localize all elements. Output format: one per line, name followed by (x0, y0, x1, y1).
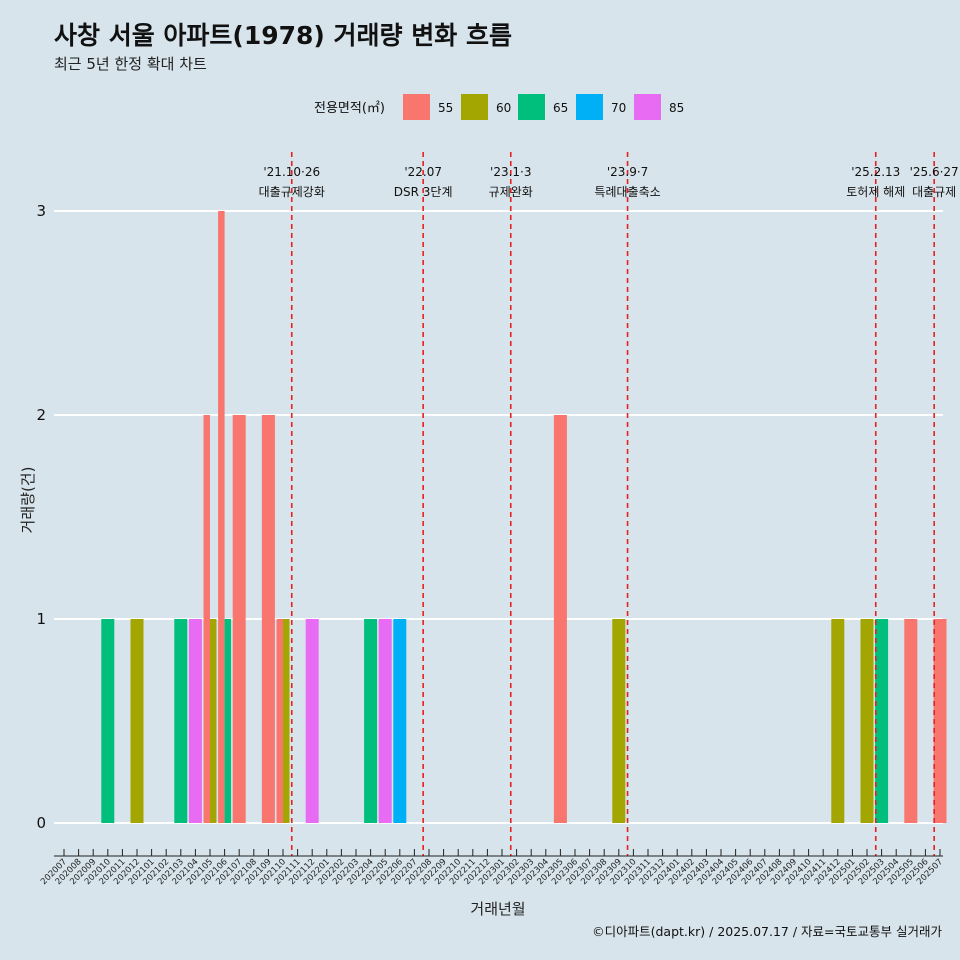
x-axis: 2020072020082020092020102020112020122021… (39, 849, 945, 887)
bar-202204-65 (364, 619, 378, 823)
chart-subtitle: 최근 5년 한정 확대 차트 (54, 55, 207, 73)
bar-202105-55 (203, 415, 210, 823)
bar-202505-55 (904, 619, 918, 823)
caption: ©디아파트(dapt.kr) / 2025.07.17 / 자료=국토교통부 실… (592, 924, 942, 939)
event-label-4: 토허제 해제 (846, 185, 905, 199)
bar-202010-65 (101, 619, 115, 823)
bar-202206-70 (393, 619, 407, 823)
event-label-0: 대출규제강화 (259, 185, 325, 199)
legend-key-70 (576, 94, 603, 120)
y-tick-3: 3 (36, 202, 46, 220)
bar-202012-60 (130, 619, 144, 823)
bar-202503-65 (875, 619, 889, 823)
bar-202104-85 (188, 619, 202, 823)
bar-202110-60 (283, 619, 290, 823)
event-label-2: 규제완화 (489, 185, 533, 199)
legend-title: 전용면적(㎡) (314, 101, 385, 116)
legend-key-55 (403, 94, 430, 120)
bar-202412-60 (831, 619, 845, 823)
event-date-5: '25.6·27 (910, 165, 959, 179)
legend-label-60: 60 (496, 101, 511, 115)
bar-202109-55 (261, 415, 275, 823)
legend-label-55: 55 (438, 101, 453, 115)
bar-202305-55 (553, 415, 567, 823)
legend-key-85 (634, 94, 661, 120)
event-label-3: 특례대출축소 (594, 185, 660, 199)
event-date-0: '21.10·26 (263, 165, 320, 179)
bar-202502-60 (860, 619, 874, 823)
bars (101, 211, 947, 823)
event-label-5: 대출규제 (912, 185, 956, 199)
legend: 전용면적(㎡) 55 60 65 70 85 (314, 94, 684, 120)
grid (54, 210, 943, 824)
y-tick-0: 0 (36, 814, 46, 832)
event-label-1: DSR 3단계 (394, 185, 453, 199)
y-axis-title: 거래량(건) (19, 467, 37, 534)
legend-label-70: 70 (611, 101, 626, 115)
legend-key-60 (461, 94, 488, 120)
bar-202106-65 (224, 619, 232, 823)
bar-202106-55 (218, 211, 225, 823)
bar-202112-85 (305, 619, 319, 823)
legend-label-65: 65 (553, 101, 568, 115)
bar-202110-55 (276, 619, 283, 823)
legend-key-65 (518, 94, 545, 120)
event-date-2: '23.1·3 (490, 165, 531, 179)
event-date-1: '22.07 (404, 165, 442, 179)
annotations: '21.10·26 대출규제강화 '22.07 DSR 3단계 '23.1·3 규제완화 '… (259, 152, 959, 856)
bar-202507-55 (933, 619, 947, 823)
event-date-3: '23.9·7 (607, 165, 648, 179)
bar-202309-60 (612, 619, 626, 823)
x-axis-title: 거래년월 (470, 900, 525, 918)
chart-title: 사창 서울 아파트(1978) 거래량 변화 흐름 (54, 21, 512, 50)
event-date-4: '25.2.13 (851, 165, 900, 179)
bar-202105-60 (210, 619, 217, 823)
y-tick-2: 2 (36, 406, 46, 424)
y-axis: 0 1 2 3 (36, 202, 46, 832)
bar-202107-55 (232, 415, 246, 823)
bar-202205-85 (378, 619, 392, 823)
y-tick-1: 1 (36, 610, 46, 628)
legend-label-85: 85 (669, 101, 684, 115)
bar-202103-65 (174, 619, 188, 823)
